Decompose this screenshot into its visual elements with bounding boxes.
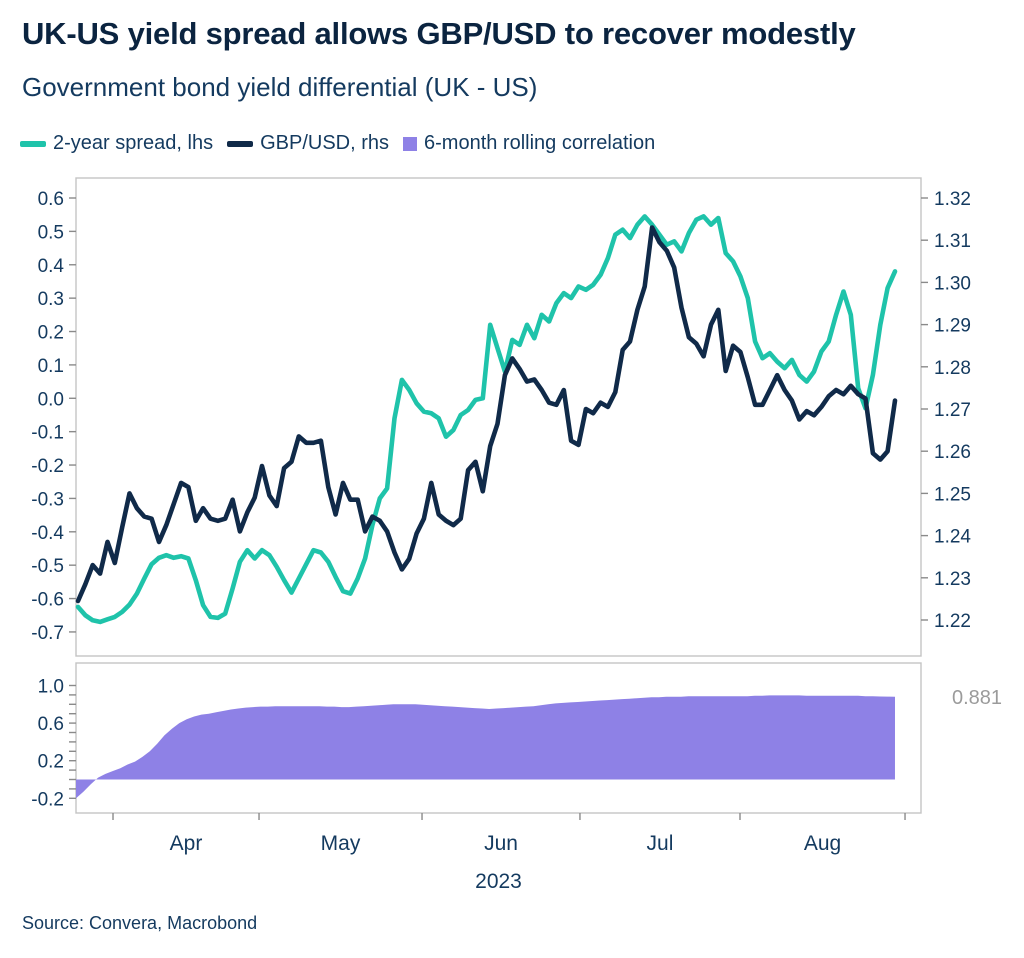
right-axis-tick-label: 1.28 xyxy=(934,358,971,379)
correlation-axis-tick-label: 0.6 xyxy=(38,714,64,735)
month-label: Jul xyxy=(647,832,674,855)
month-label: Jun xyxy=(484,832,518,855)
gbpusd-line xyxy=(75,225,898,604)
right-axis-tick-label: 1.24 xyxy=(934,527,971,548)
right-axis-tick-label: 1.22 xyxy=(934,611,971,632)
left-axis-tick-label: 0.3 xyxy=(38,289,64,310)
correlation-end-value: 0.881 xyxy=(952,687,1002,709)
correlation-area xyxy=(76,695,895,799)
legend-item-gbpusd: GBP/USD, rhs xyxy=(227,132,389,155)
right-axis-tick-label: 1.25 xyxy=(934,484,971,505)
right-axis-tick-label: 1.32 xyxy=(934,189,971,210)
right-axis-tick-label: 1.27 xyxy=(934,400,971,421)
month-label: Aug xyxy=(804,832,841,855)
month-label: Apr xyxy=(170,832,203,855)
year-label: 2023 xyxy=(475,870,522,893)
legend-item-correlation: 6-month rolling correlation xyxy=(403,132,655,155)
legend-label-spread: 2-year spread, lhs xyxy=(53,132,214,154)
left-axis-tick-label: -0.2 xyxy=(31,456,64,477)
correlation-axis-tick-label: -0.2 xyxy=(31,789,64,810)
legend-label-correlation: 6-month rolling correlation xyxy=(424,132,656,154)
left-axis-tick-label: 0.0 xyxy=(38,389,64,410)
legend-item-spread: 2-year spread, lhs xyxy=(20,132,213,155)
spread-line-swatch-icon xyxy=(20,140,46,147)
chart-subtitle: Government bond yield differential (UK -… xyxy=(22,72,538,102)
source-note: Source: Convera, Macrobond xyxy=(22,913,258,933)
left-axis-tick-label: -0.3 xyxy=(31,489,64,510)
chart-legend: 2-year spread, lhs GBP/USD, rhs 6-month … xyxy=(20,132,669,155)
spread-line xyxy=(75,214,898,625)
right-axis-tick-label: 1.31 xyxy=(934,231,971,252)
main-plot-area xyxy=(75,177,922,657)
left-axis-tick-label: -0.4 xyxy=(31,523,64,544)
correlation-plot-area xyxy=(75,662,922,814)
gbpusd-line-swatch-icon xyxy=(227,140,254,147)
left-axis-tick-label: -0.7 xyxy=(31,623,64,644)
correlation-axis-tick-label: 0.2 xyxy=(38,752,64,773)
legend-label-gbpusd: GBP/USD, rhs xyxy=(260,132,389,154)
right-axis-tick-label: 1.29 xyxy=(934,316,971,337)
correlation-square-swatch-icon xyxy=(403,136,417,151)
right-axis-tick-label: 1.26 xyxy=(934,442,971,463)
month-label: May xyxy=(321,832,361,855)
left-axis-tick-label: -0.1 xyxy=(31,423,64,444)
right-axis-tick-label: 1.30 xyxy=(934,273,971,294)
left-axis-tick-label: -0.6 xyxy=(31,590,64,611)
left-axis-tick-label: 0.1 xyxy=(38,356,64,377)
left-axis-tick-label: 0.4 xyxy=(38,256,65,277)
left-axis-tick-label: 0.6 xyxy=(38,189,64,210)
left-axis-tick-label: 0.2 xyxy=(38,323,64,344)
left-axis-tick-label: 0.5 xyxy=(38,222,64,243)
right-axis-tick-label: 1.23 xyxy=(934,569,971,590)
page-title: UK-US yield spread allows GBP/USD to rec… xyxy=(22,16,856,51)
left-axis-tick-label: -0.5 xyxy=(31,556,64,577)
correlation-axis-tick-label: 1.0 xyxy=(38,677,64,698)
